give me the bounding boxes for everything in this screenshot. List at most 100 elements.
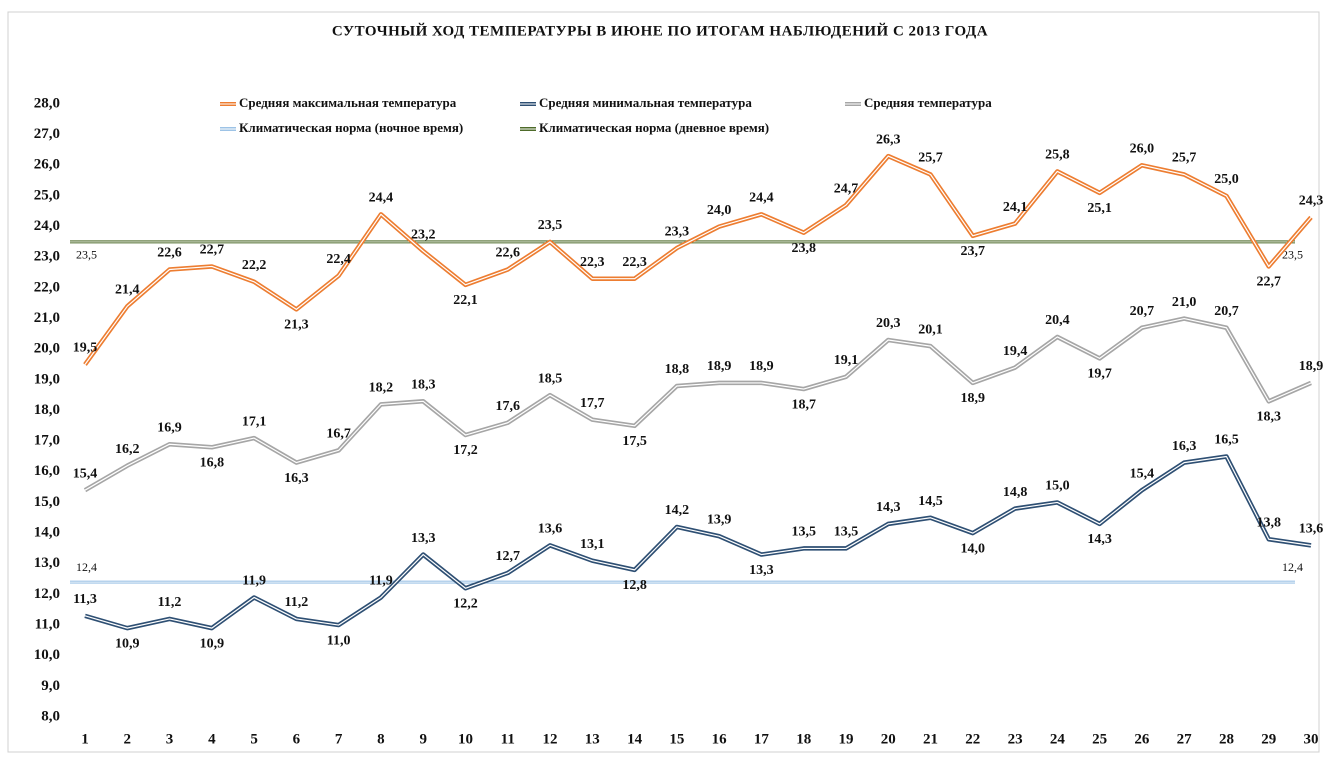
data-label: 11,2: [285, 595, 309, 610]
data-label: 17,1: [242, 414, 267, 429]
data-label: 14,0: [961, 541, 986, 556]
data-label: 16,3: [284, 471, 309, 486]
data-label: 25,1: [1087, 201, 1112, 216]
data-label: 16,7: [326, 427, 351, 442]
series-line-highlight: [84, 317, 1312, 491]
data-label: 23,7: [961, 244, 986, 259]
data-label: 13,5: [834, 525, 859, 540]
data-label: 20,4: [1045, 313, 1070, 328]
data-label: 26,3: [876, 132, 901, 147]
data-label: 23,5: [538, 218, 563, 233]
data-label: 23,2: [411, 227, 436, 242]
data-label: 24,0: [707, 203, 732, 218]
data-label: 11,2: [158, 595, 182, 610]
y-tick-label: 14,0: [34, 525, 60, 541]
data-label: 22,7: [200, 243, 225, 258]
y-tick-label: 23,0: [34, 249, 60, 265]
data-label: 13,1: [580, 537, 605, 552]
x-tick-label: 9: [419, 731, 427, 747]
data-label: 24,1: [1003, 200, 1028, 215]
x-tick-label: 11: [501, 731, 515, 747]
data-label: 15,0: [1045, 479, 1070, 494]
data-label: 26,0: [1130, 142, 1155, 157]
data-label: 11,9: [242, 574, 266, 589]
x-tick-label: 8: [377, 731, 385, 747]
legend-label: Средняя температура: [864, 95, 992, 110]
data-label: 21,3: [284, 318, 309, 333]
data-label: 24,3: [1299, 194, 1323, 209]
data-label: 14,3: [1087, 532, 1112, 547]
data-label: 19,4: [1003, 344, 1028, 359]
data-label: 21,4: [115, 283, 140, 298]
chart-frame: [7, 11, 1320, 753]
legend-label: Климатическая норма (ночное время): [239, 120, 463, 135]
data-label: 23,3: [665, 224, 690, 239]
y-tick-label: 8,0: [41, 708, 60, 724]
data-label: 13,3: [749, 563, 774, 578]
data-label: 13,9: [707, 512, 732, 527]
norm-label: 23,5: [1282, 248, 1303, 262]
x-tick-label: 5: [250, 731, 258, 747]
data-label: 18,8: [665, 362, 690, 377]
data-label: 18,9: [707, 359, 732, 374]
y-tick-label: 9,0: [41, 678, 60, 694]
x-tick-label: 7: [335, 731, 343, 747]
y-tick-label: 20,0: [34, 341, 60, 357]
x-tick-label: 30: [1304, 731, 1319, 747]
x-tick-label: 15: [669, 731, 684, 747]
y-tick-label: 28,0: [34, 95, 60, 111]
data-label: 21,0: [1172, 295, 1197, 310]
data-label: 22,2: [242, 258, 267, 273]
data-label: 11,3: [73, 592, 97, 607]
series-line-highlight: [84, 155, 1312, 365]
data-label: 13,8: [1256, 515, 1281, 530]
data-label: 17,7: [580, 396, 605, 411]
x-tick-label: 29: [1261, 731, 1276, 747]
data-label: 11,9: [369, 574, 393, 589]
x-tick-label: 28: [1219, 731, 1234, 747]
chart-title: СУТОЧНЫЙ ХОД ТЕМПЕРАТУРЫ В ИЮНЕ ПО ИТОГА…: [332, 22, 988, 39]
data-label: 17,2: [453, 443, 478, 458]
data-label: 20,3: [876, 316, 901, 331]
data-label: 24,4: [369, 191, 394, 206]
y-tick-label: 25,0: [34, 187, 60, 203]
data-label: 25,0: [1214, 172, 1239, 187]
x-tick-label: 3: [166, 731, 174, 747]
x-tick-label: 25: [1092, 731, 1107, 747]
series-line-highlight: [84, 455, 1312, 629]
data-label: 18,3: [411, 378, 436, 393]
y-tick-label: 26,0: [34, 157, 60, 173]
data-label: 13,3: [411, 531, 436, 546]
data-label: 24,4: [749, 191, 774, 206]
legend-label: Средняя максимальная температура: [239, 95, 457, 110]
data-label: 10,9: [200, 636, 225, 651]
y-tick-label: 12,0: [34, 586, 60, 602]
data-label: 18,3: [1256, 410, 1281, 425]
y-tick-label: 27,0: [34, 126, 60, 142]
data-label: 19,5: [73, 341, 98, 356]
x-tick-label: 21: [923, 731, 938, 747]
data-label: 22,4: [326, 252, 351, 267]
data-label: 20,7: [1130, 304, 1155, 319]
data-label: 16,8: [200, 455, 225, 470]
data-label: 12,7: [496, 549, 521, 564]
data-label: 16,2: [115, 442, 140, 457]
x-tick-label: 10: [458, 731, 473, 747]
data-label: 23,8: [791, 241, 816, 256]
data-label: 16,3: [1172, 439, 1197, 454]
data-label: 14,2: [665, 503, 690, 518]
x-tick-label: 4: [208, 731, 216, 747]
data-label: 15,4: [73, 466, 98, 481]
x-tick-label: 19: [838, 731, 853, 747]
data-label: 18,9: [961, 391, 986, 406]
data-label: 24,7: [834, 181, 859, 196]
data-label: 22,6: [157, 246, 182, 261]
data-label: 11,0: [327, 633, 351, 648]
x-tick-label: 24: [1050, 731, 1066, 747]
data-label: 25,7: [918, 151, 943, 166]
data-label: 17,6: [496, 399, 521, 414]
data-label: 18,9: [749, 359, 774, 374]
x-tick-label: 18: [796, 731, 811, 747]
data-label: 12,8: [622, 578, 647, 593]
